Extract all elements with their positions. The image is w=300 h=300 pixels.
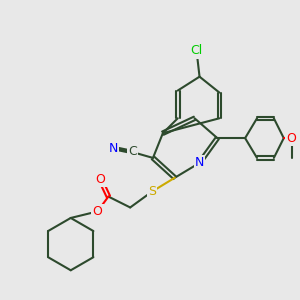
Text: N: N	[109, 142, 118, 154]
Text: O: O	[93, 205, 102, 218]
Text: N: N	[195, 156, 204, 170]
Text: S: S	[148, 185, 156, 198]
Text: C: C	[128, 146, 136, 158]
Text: O: O	[95, 173, 105, 186]
Text: Cl: Cl	[190, 44, 203, 57]
Text: O: O	[287, 132, 297, 145]
